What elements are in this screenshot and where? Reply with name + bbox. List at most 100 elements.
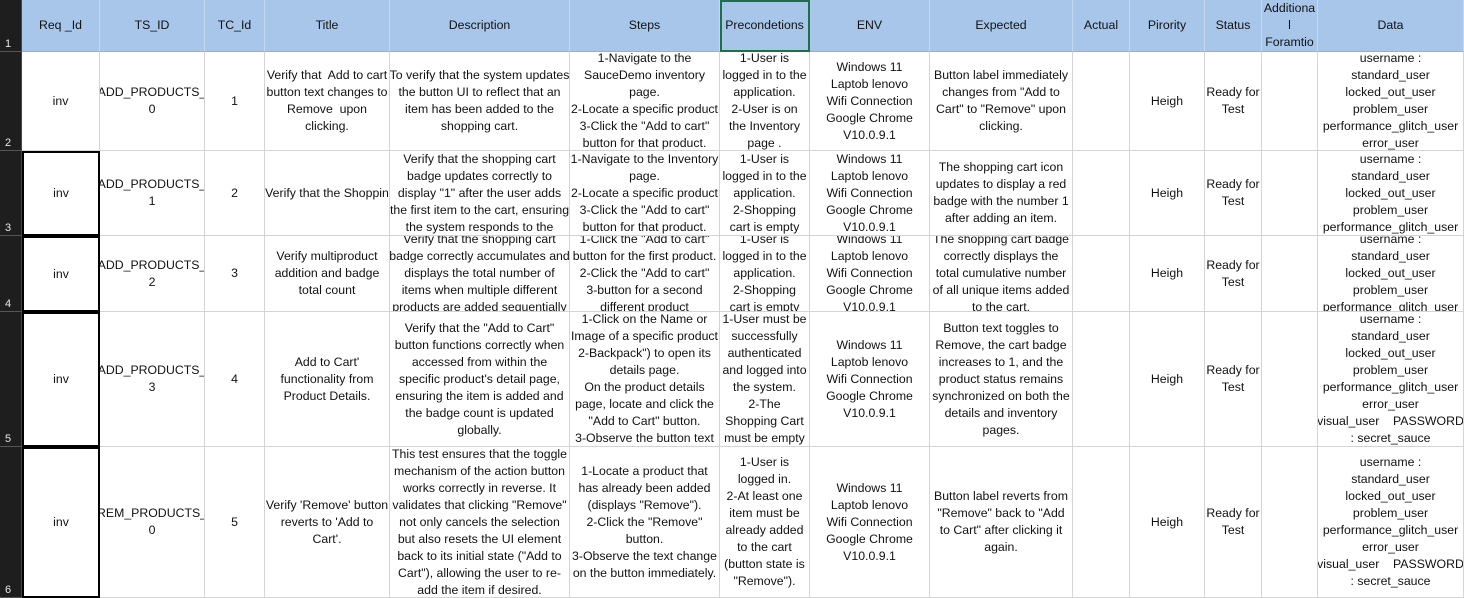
table-cell[interactable]: ADD_PRODUCTS_ 2 [100, 236, 205, 312]
table-cell[interactable]: Heigh [1130, 236, 1205, 312]
table-cell-text: 1-Navigate to the SauceDemo inventory pa… [571, 52, 718, 150]
column-header[interactable]: ENV [810, 0, 930, 52]
table-cell[interactable]: Heigh [1130, 447, 1205, 598]
table-cell[interactable]: inv [22, 236, 100, 312]
table-cell[interactable] [1262, 52, 1318, 151]
table-cell[interactable]: The shopping cart icon updates to displa… [930, 151, 1073, 236]
table-cell-text: inv [53, 266, 69, 281]
table-cell[interactable]: username : standard_user locked_out_user… [1318, 312, 1464, 447]
table-cell[interactable]: Add to Cart' functionality from Product … [265, 312, 390, 447]
table-cell[interactable]: To verify that the system updates the bu… [390, 52, 570, 151]
table-cell-text: 2 [231, 185, 238, 200]
row-number[interactable]: 1 [0, 0, 22, 52]
table-cell[interactable]: Windows 11 Laptob lenovo Wifi Connection… [810, 151, 930, 236]
column-header[interactable]: Req _Id [22, 0, 100, 52]
table-cell[interactable]: Button label reverts from "Remove" back … [930, 447, 1073, 598]
table-cell-text: ADD_PRODUCTS_ 0 [100, 85, 205, 116]
table-cell[interactable]: Windows 11 Laptob lenovo Wifi Connection… [810, 52, 930, 151]
table-cell[interactable] [1262, 447, 1318, 598]
table-cell[interactable]: Ready for Test [1205, 52, 1262, 151]
table-cell[interactable]: username : standard_user locked_out_user… [1318, 447, 1464, 598]
row-number[interactable]: 2 [0, 52, 22, 151]
table-cell[interactable]: Windows 11 Laptob lenovo Wifi Connection… [810, 312, 930, 447]
table-cell[interactable] [1073, 52, 1130, 151]
table-cell[interactable]: username : standard_user locked_out_user… [1318, 52, 1464, 151]
table-cell[interactable]: Verify 'Remove' button reverts to 'Add t… [265, 447, 390, 598]
table-cell-text: The shopping cart icon updates to displa… [933, 160, 1069, 225]
table-cell[interactable] [1073, 447, 1130, 598]
row-number[interactable]: 5 [0, 312, 22, 447]
table-cell[interactable]: Ready for Test [1205, 236, 1262, 312]
column-header[interactable]: Status [1205, 0, 1262, 52]
table-cell[interactable]: 1-User is logged in to the application. … [720, 52, 810, 151]
table-cell-text: Verify 'Remove' button reverts to 'Add t… [265, 497, 389, 546]
row-number[interactable]: 4 [0, 236, 22, 312]
column-header[interactable]: Expected [930, 0, 1073, 52]
table-cell[interactable]: Verify that the shopping cart badge upda… [390, 151, 570, 236]
table-cell[interactable]: 1-Navigate to the SauceDemo inventory pa… [570, 52, 720, 151]
table-cell[interactable]: inv [22, 151, 100, 236]
column-header[interactable]: Precondetions [720, 0, 810, 52]
table-cell[interactable]: Windows 11 Laptob lenovo Wifi Connection… [810, 236, 930, 312]
table-cell[interactable]: Verify multiproduct addition and badge t… [265, 236, 390, 312]
table-cell-text: Button label reverts from "Remove" back … [934, 489, 1068, 554]
table-cell[interactable]: 1-User must be successfully authenticate… [720, 312, 810, 447]
table-cell[interactable]: 1-Click on the Name or Image of a specif… [570, 312, 720, 447]
table-cell[interactable]: Verify that Add to cart button text chan… [265, 52, 390, 151]
table-cell[interactable]: 4 [205, 312, 265, 447]
table-cell[interactable]: Ready for Test [1205, 447, 1262, 598]
table-cell[interactable]: ADD_PRODUCTS_ 1 [100, 151, 205, 236]
table-cell[interactable]: 1-User is logged in. 2-At least one item… [720, 447, 810, 598]
table-cell[interactable]: Verify that the Shoppin [265, 151, 390, 236]
table-cell[interactable] [1073, 151, 1130, 236]
table-cell[interactable]: Ready for Test [1205, 151, 1262, 236]
table-cell[interactable]: Heigh [1130, 52, 1205, 151]
table-cell-text: 1-Click on the Name or Image of a specif… [571, 312, 718, 445]
table-cell[interactable]: Heigh [1130, 151, 1205, 236]
table-cell[interactable] [1262, 312, 1318, 447]
table-cell[interactable]: 1 [205, 52, 265, 151]
table-cell[interactable] [1073, 312, 1130, 447]
table-cell[interactable]: 1-Navigate to the Inventory page. 2-Loca… [570, 151, 720, 236]
column-header[interactable]: Steps [570, 0, 720, 52]
table-cell[interactable] [1073, 236, 1130, 312]
table-cell[interactable]: This test ensures that the toggle mechan… [390, 447, 570, 598]
row-number[interactable]: 6 [0, 447, 22, 598]
table-cell[interactable]: Verify that the shopping cart badge corr… [390, 236, 570, 312]
column-header-text: TS_ID [134, 18, 170, 32]
column-header[interactable]: Data [1318, 0, 1464, 52]
column-header[interactable]: TC_Id [205, 0, 265, 52]
table-cell-text: ADD_PRODUCTS_ 1 [100, 177, 205, 208]
table-cell[interactable]: Verify that the "Add to Cart" button fun… [390, 312, 570, 447]
table-cell[interactable] [1262, 236, 1318, 312]
table-cell[interactable]: 1-User is logged in to the application. … [720, 236, 810, 312]
table-cell[interactable]: Button text toggles to Remove, the cart … [930, 312, 1073, 447]
table-cell[interactable]: inv [22, 447, 100, 598]
table-cell[interactable]: username : standard_user locked_out_user… [1318, 236, 1464, 312]
table-cell[interactable]: 1-User is logged in to the application. … [720, 151, 810, 236]
table-cell[interactable]: Button label immediately changes from "A… [930, 52, 1073, 151]
column-header[interactable]: Pirority [1130, 0, 1205, 52]
table-cell[interactable]: Heigh [1130, 312, 1205, 447]
table-cell[interactable]: 1-Locate a product that has already been… [570, 447, 720, 598]
table-cell[interactable]: REM_PRODUCTS_ 0 [100, 447, 205, 598]
table-cell[interactable]: username : standard_user locked_out_user… [1318, 151, 1464, 236]
table-cell[interactable]: Ready for Test [1205, 312, 1262, 447]
table-cell[interactable]: inv [22, 52, 100, 151]
column-header[interactable]: Actual [1073, 0, 1130, 52]
column-header[interactable]: Title [265, 0, 390, 52]
table-cell[interactable]: 2 [205, 151, 265, 236]
column-header[interactable]: TS_ID [100, 0, 205, 52]
table-cell[interactable]: 3 [205, 236, 265, 312]
column-header[interactable]: Description [390, 0, 570, 52]
table-cell[interactable]: ADD_PRODUCTS_ 0 [100, 52, 205, 151]
table-cell[interactable]: The shopping cart badge correctly displa… [930, 236, 1073, 312]
column-header[interactable]: Additiona l Foramtio [1262, 0, 1318, 52]
table-cell[interactable]: inv [22, 312, 100, 447]
table-cell[interactable]: 1-Click the "Add to cart" button for the… [570, 236, 720, 312]
table-cell[interactable]: 5 [205, 447, 265, 598]
table-cell[interactable]: Windows 11 Laptob lenovo Wifi Connection… [810, 447, 930, 598]
table-cell[interactable]: ADD_PRODUCTS_ 3 [100, 312, 205, 447]
table-cell[interactable] [1262, 151, 1318, 236]
row-number[interactable]: 3 [0, 151, 22, 236]
